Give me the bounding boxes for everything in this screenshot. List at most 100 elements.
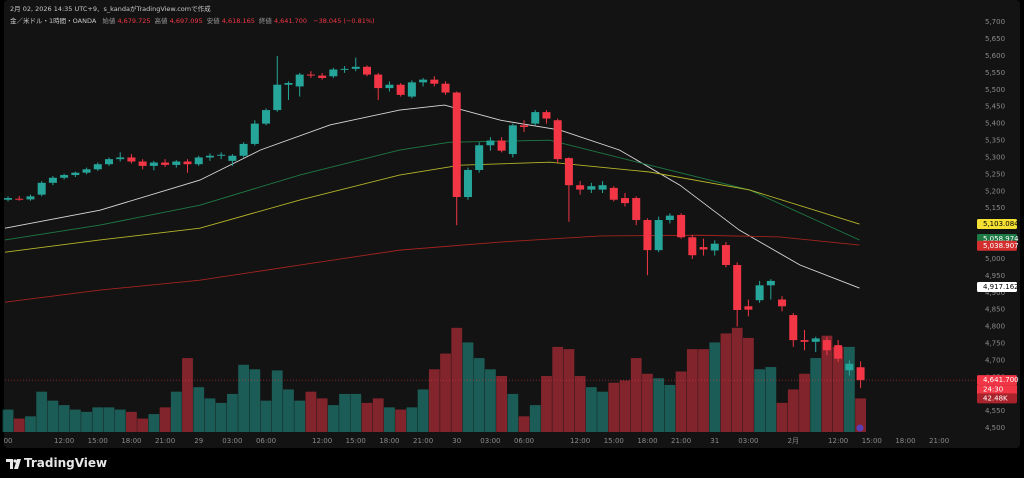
candle-body: [654, 220, 663, 251]
y-tick-label: 5,250: [985, 170, 1005, 178]
candle-body: [677, 214, 686, 238]
candle-body: [553, 120, 562, 160]
volume-bar: [563, 349, 575, 432]
volume-bar: [585, 387, 597, 432]
candle-body: [374, 74, 383, 89]
candle-body: [262, 110, 271, 124]
y-tick-label: 5,700: [985, 18, 1005, 26]
volume-bar: [126, 411, 137, 432]
candle-body: [789, 315, 798, 341]
x-tick-label: 18:00: [895, 437, 915, 445]
symbol: 金／米ドル・1時間・OANDA: [10, 17, 97, 25]
y-tick-label: 4,500: [985, 424, 1005, 432]
volume-bar: [743, 337, 754, 432]
moving-average: [4, 234, 860, 303]
stat-label: 終値: [258, 17, 272, 25]
volume-bar: [720, 333, 732, 432]
candle-body: [621, 198, 630, 204]
x-tick-label: 30: [452, 437, 461, 445]
candle-body: [329, 69, 338, 77]
candle-body: [149, 162, 158, 166]
candle-body: [318, 75, 327, 78]
candle-body: [104, 159, 113, 165]
volume-bar: [552, 346, 564, 432]
volume-bar: [339, 393, 350, 432]
candle-body: [407, 82, 416, 97]
countdown-tag: [977, 385, 1017, 395]
candle-body: [755, 285, 764, 301]
stat-label: 安値: [206, 17, 220, 25]
candle-body: [688, 237, 697, 256]
candle-body: [172, 161, 181, 165]
candle-body: [497, 140, 506, 151]
chart-panel: [4, 0, 1020, 448]
stat-label: 始値: [102, 17, 116, 25]
volume-bar: [350, 393, 362, 432]
candle-body: [699, 247, 708, 250]
x-tick-label: 29: [194, 437, 203, 445]
volume-bar: [395, 409, 407, 432]
candle-body: [362, 66, 371, 75]
candle-body: [82, 169, 91, 173]
candle-body: [250, 123, 259, 144]
candle-body: [508, 125, 517, 155]
y-tick-label: 4,900: [985, 289, 1005, 297]
candle-body: [37, 182, 46, 195]
volume-bar: [69, 409, 81, 432]
x-tick-label: 12:00: [312, 437, 332, 445]
volume-bar: [372, 398, 384, 432]
candle-body: [161, 162, 170, 165]
x-tick-label: 03:00: [738, 437, 758, 445]
candle-body: [385, 84, 394, 89]
y-tick-label: 5,300: [985, 153, 1005, 161]
candle-body: [822, 340, 831, 351]
candle-body: [4, 198, 13, 200]
volume-bar: [686, 349, 698, 432]
volume-bar: [765, 367, 777, 432]
volume-bar: [283, 389, 294, 432]
volume-bar: [406, 407, 418, 432]
price-tag-label: 4,917.162: [983, 283, 1019, 291]
x-tick-label: 03:00: [480, 437, 500, 445]
candle-body: [452, 92, 461, 198]
x-tick-label: 18:00: [637, 437, 657, 445]
y-tick-label: 4,750: [985, 339, 1005, 347]
volume-bar: [473, 358, 485, 432]
y-tick-label: 4,950: [985, 272, 1005, 280]
candle-body: [463, 169, 472, 198]
price-tag-label: 5,038.907: [983, 242, 1019, 250]
x-tick-label: 15:00: [346, 437, 366, 445]
volume-bar: [81, 411, 92, 432]
volume-bar: [271, 370, 283, 432]
candle-body: [733, 265, 742, 311]
volume-bar: [664, 384, 676, 432]
volume-bar: [13, 418, 25, 432]
candle-body: [48, 177, 57, 183]
candle-body: [710, 243, 719, 251]
volume-bar: [25, 416, 36, 432]
stats: 始値 4,679.725 高値 4,697.095 安値 4,618.165 終値 4…: [98, 17, 307, 25]
candle-body: [609, 187, 618, 200]
y-tick-label: 5,000: [985, 255, 1005, 263]
x-tick-label: 21:00: [155, 437, 175, 445]
volume-bar: [821, 335, 833, 432]
candle-body: [856, 367, 865, 381]
candle-body: [766, 280, 775, 286]
logo-text: TradingView: [24, 456, 108, 470]
y-tick-label: 5,400: [985, 120, 1005, 128]
price-tag: [977, 219, 1017, 230]
x-tick-label: 12:00: [828, 437, 848, 445]
y-tick-label: 5,500: [985, 86, 1005, 94]
volume-bar: [496, 376, 508, 432]
candle-body: [800, 340, 809, 342]
y-tick-label: 5,200: [985, 187, 1005, 195]
x-tick-label: 21:00: [671, 437, 691, 445]
volume-bar: [58, 405, 70, 432]
volume-bar: [159, 407, 171, 432]
x-tick-label: 31: [710, 437, 719, 445]
volume-bar: [215, 402, 227, 432]
volume-bar: [260, 400, 272, 432]
created-line: 2月 02, 2026 14:35 UTC+9、s_kandaがTradingV…: [10, 5, 211, 13]
candle-body: [71, 172, 80, 176]
volume-bar: [776, 402, 788, 432]
